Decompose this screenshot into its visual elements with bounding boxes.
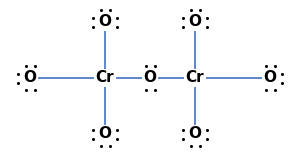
Text: O: O bbox=[188, 15, 202, 29]
Text: Cr: Cr bbox=[96, 71, 114, 85]
Text: O: O bbox=[143, 71, 157, 85]
Text: Cr: Cr bbox=[186, 71, 204, 85]
Text: O: O bbox=[98, 15, 112, 29]
Text: O: O bbox=[188, 127, 202, 141]
Text: O: O bbox=[263, 71, 277, 85]
Text: O: O bbox=[23, 71, 37, 85]
Text: O: O bbox=[98, 127, 112, 141]
